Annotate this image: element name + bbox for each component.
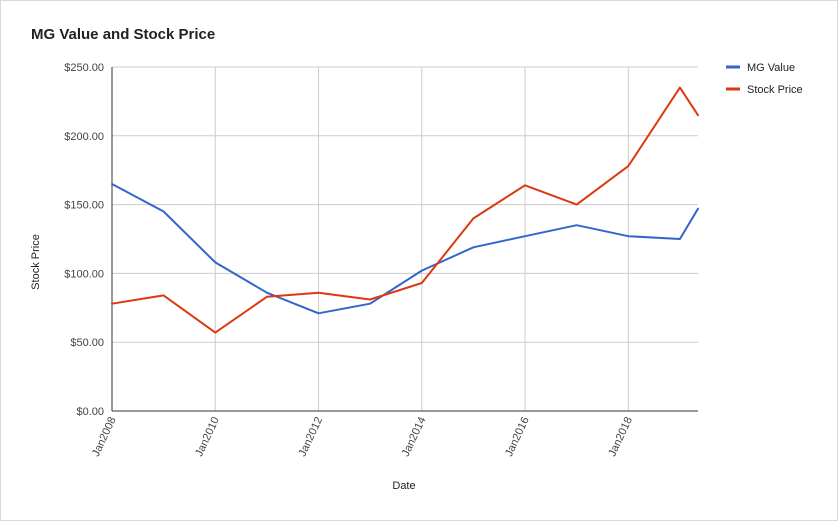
legend-label-mg-value: MG Value [747,62,795,74]
y-tick-label: $150.00 [64,200,104,212]
x-tick-label: Jan2014 [400,415,429,458]
series-line-stock-price [111,86,699,334]
y-tick-label: $250.00 [64,62,104,74]
y-tick-label: $0.00 [76,406,104,418]
grid-lines [112,66,698,411]
y-tick-label: $200.00 [64,131,104,143]
chart-title: MG Value and Stock Price [31,26,216,43]
y-tick-label: $50.00 [70,337,104,349]
series-line-mg-value [111,183,699,315]
y-tick-label: $100.00 [64,268,104,280]
legend-label-stock-price: Stock Price [747,84,803,96]
series-lines [111,86,699,334]
y-axis-title: Stock Price [30,234,42,290]
x-tick-label: Jan2008 [90,415,119,458]
legend: MG Value Stock Price [726,62,803,96]
x-tick-label: Jan2012 [297,415,326,458]
x-tick-label: Jan2016 [503,415,532,458]
axes [111,67,698,412]
tick-labels: $0.00 $50.00 $100.00 $150.00 $200.00 $250.00 J… [64,62,635,459]
x-axis-title: Date [392,480,415,492]
x-tick-label: Jan2010 [193,415,222,458]
x-tick-label: Jan2018 [606,415,635,458]
